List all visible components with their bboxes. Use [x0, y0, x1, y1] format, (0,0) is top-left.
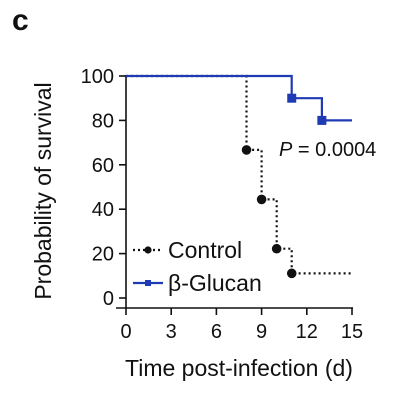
panel-label: c — [12, 4, 29, 37]
y-axis-label: Probability of survival — [30, 82, 56, 299]
control-censor-marker — [256, 194, 267, 205]
x-tick-label: 0 — [120, 321, 131, 343]
axes: 0 20 40 60 80 100 0 3 6 9 12 15 — [81, 66, 364, 343]
legend: Control β-Glucan — [133, 237, 262, 296]
x-tick-label: 3 — [166, 321, 177, 343]
p-value-annotation: P = 0.0004 — [279, 139, 376, 161]
y-tick-label: 0 — [103, 288, 114, 310]
legend-control-label: Control — [168, 237, 242, 263]
legend-glucan-label: β-Glucan — [168, 270, 262, 296]
y-tick-label: 80 — [92, 110, 114, 132]
y-tick-label: 40 — [92, 199, 114, 221]
p-value-text: = 0.0004 — [292, 139, 376, 161]
p-value-symbol: P — [279, 139, 293, 161]
x-tick-label: 15 — [341, 321, 363, 343]
y-tick-label: 20 — [92, 244, 114, 266]
y-tick-label: 60 — [92, 155, 114, 177]
series-layer — [126, 74, 352, 279]
glucan-censor-marker — [317, 115, 327, 125]
legend-glucan-marker — [145, 280, 151, 286]
control-censor-marker — [241, 145, 252, 155]
control-censor-marker — [286, 268, 297, 279]
y-tick-label: 100 — [81, 66, 114, 88]
control-survival-curve — [126, 74, 352, 275]
x-tick-label: 6 — [211, 321, 222, 343]
x-tick-label: 9 — [256, 321, 267, 343]
legend-control-marker — [144, 246, 152, 254]
x-tick-label: 12 — [296, 321, 318, 343]
glucan-survival-curve — [126, 74, 352, 122]
glucan-censor-marker — [287, 93, 297, 103]
control-censor-marker — [271, 243, 282, 254]
x-axis-label: Time post-infection (d) — [125, 355, 353, 381]
